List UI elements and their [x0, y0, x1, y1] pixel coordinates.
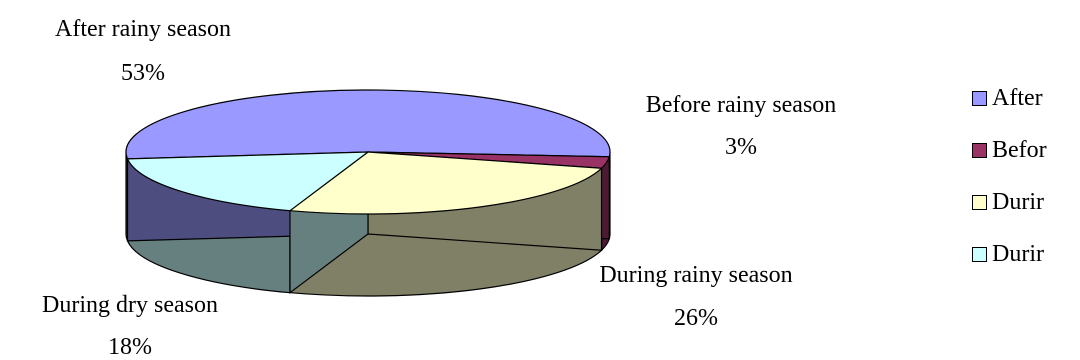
legend-swatch-after-rainy: [972, 90, 987, 106]
legend-swatch-during-dry: [972, 246, 987, 262]
legend-item-during-dry: Durir: [972, 228, 1047, 280]
slice-percent-during-dry: 18%: [108, 334, 152, 360]
pie-slice-during-rainy: [289, 151, 603, 215]
slice-label-during-dry: During dry season: [42, 292, 218, 318]
legend-label-before-rainy: Befor: [992, 137, 1047, 163]
legend-item-during-rainy: Durir: [972, 176, 1047, 228]
slice-percent-during-rainy: 26%: [674, 305, 718, 331]
pie-slice-after-rainy: [125, 89, 611, 160]
slice-label-after-rainy: After rainy season: [55, 16, 231, 42]
slice-label-during-rainy: During rainy season: [599, 262, 792, 288]
legend-item-before-rainy: Befor: [972, 124, 1047, 176]
slice-label-before-rainy: Before rainy season: [646, 92, 837, 118]
legend-item-after-rainy: After: [972, 72, 1047, 124]
slice-percent-after-rainy: 53%: [121, 60, 165, 86]
legend-label-during-dry: Durir: [992, 241, 1044, 267]
legend-label-after-rainy: After: [992, 85, 1043, 111]
pie-slice-during-dry: [126, 151, 369, 212]
slice-percent-before-rainy: 3%: [725, 134, 757, 160]
legend-swatch-during-rainy: [972, 194, 987, 210]
legend: After Befor Durir Durir: [972, 72, 1047, 280]
legend-swatch-before-rainy: [972, 142, 987, 158]
legend-label-during-rainy: Durir: [992, 189, 1044, 215]
